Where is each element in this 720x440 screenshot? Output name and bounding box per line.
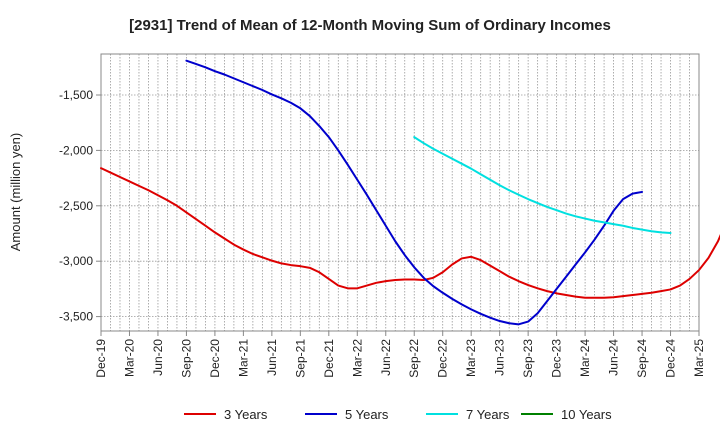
x-axis: Dec-19 Mar-20 Jun-20 Sep-20 Dec-20 Mar-21 Jun-… (94, 331, 706, 378)
x-tick-label: Mar-21 (236, 339, 250, 377)
chart-title: [2931] Trend of Mean of 12-Month Moving … (129, 17, 611, 34)
y-tick-label: -1,500 (59, 88, 93, 102)
y-tick-label: -2,000 (59, 143, 93, 157)
x-tick-label: Sep-23 (521, 339, 535, 378)
x-tick-label: Jun-21 (265, 339, 279, 376)
legend[interactable]: 3 Years 5 Years 7 Years 10 Years (184, 407, 612, 422)
x-tick-label: Dec-24 (664, 339, 678, 378)
x-tick-label: Dec-19 (94, 339, 108, 378)
x-tick-label: Jun-20 (151, 339, 165, 376)
x-tick-label: Dec-22 (436, 339, 450, 378)
x-tick-label: Mar-25 (692, 339, 706, 377)
x-tick-label: Mar-23 (464, 339, 478, 377)
series-line-5-years (185, 59, 644, 326)
x-tick-label: Sep-21 (293, 339, 307, 378)
x-tick-label: Mar-20 (122, 339, 136, 377)
y-tick-label: -2,500 (59, 199, 93, 213)
legend-item-7-years[interactable]: 7 Years (426, 407, 510, 422)
x-tick-label: Mar-22 (350, 339, 364, 377)
legend-item-3-years[interactable]: 3 Years (184, 407, 268, 422)
y-tick-label: -3,000 (59, 254, 93, 268)
legend-label: 7 Years (466, 407, 510, 422)
x-tick-label: Sep-24 (635, 339, 649, 378)
x-tick-label: Jun-22 (379, 339, 393, 376)
y-axis: -1,500 -2,000 -2,500 -3,000 -3,500 (59, 88, 101, 324)
x-tick-label: Sep-22 (407, 339, 421, 378)
series-lines (100, 59, 720, 326)
plot-frame (100, 53, 700, 332)
y-axis-label: Amount (million yen) (8, 133, 23, 252)
x-tick-label: Dec-21 (322, 339, 336, 378)
series-line-7-years (413, 136, 672, 234)
legend-item-5-years[interactable]: 5 Years (305, 407, 389, 422)
legend-label: 5 Years (345, 407, 389, 422)
legend-label: 3 Years (224, 407, 268, 422)
x-tick-label: Sep-20 (179, 339, 193, 378)
x-tick-label: Dec-23 (550, 339, 564, 378)
series-line-3-years (100, 167, 720, 299)
y-tick-label: -3,500 (59, 310, 93, 324)
x-tick-label: Jun-23 (493, 339, 507, 376)
x-tick-label: Mar-24 (578, 339, 592, 377)
x-tick-label: Jun-24 (607, 339, 621, 376)
legend-item-10-years[interactable]: 10 Years (521, 407, 612, 422)
legend-label: 10 Years (561, 407, 612, 422)
x-tick-label: Dec-20 (208, 339, 222, 378)
grid (101, 54, 699, 331)
